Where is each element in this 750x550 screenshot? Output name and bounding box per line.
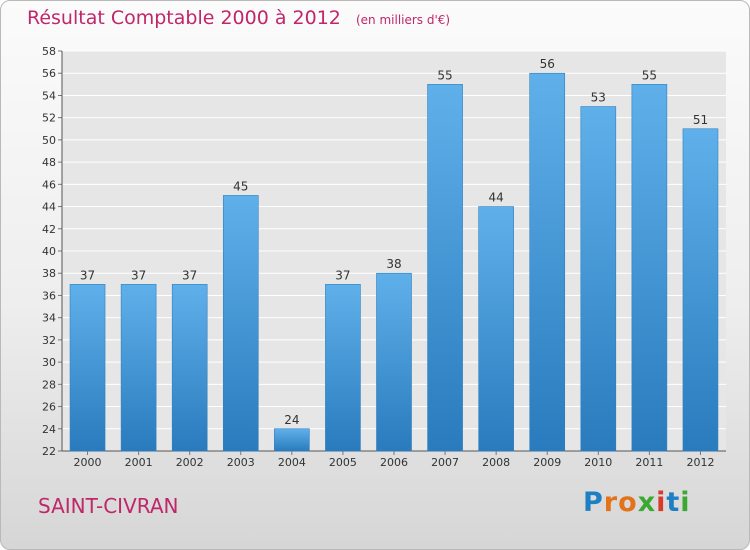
bar-value-label: 55 [437, 68, 452, 82]
x-tick-label: 2012 [686, 456, 714, 469]
y-tick-label: 50 [42, 134, 56, 147]
bar [682, 128, 719, 452]
bar-value-label: 45 [233, 179, 248, 193]
bar [69, 284, 106, 452]
bar-value-label: 44 [489, 191, 504, 205]
y-tick-label: 36 [42, 289, 56, 302]
x-tick-label: 2001 [125, 456, 153, 469]
y-tick-label: 42 [42, 223, 56, 236]
x-tick-label: 2002 [176, 456, 204, 469]
y-tick-label: 44 [42, 201, 56, 214]
x-tick-label: 2008 [482, 456, 510, 469]
bar-value-label: 37 [80, 268, 95, 282]
y-tick-label: 56 [42, 67, 56, 80]
bar-value-label: 51 [693, 113, 708, 127]
y-tick-label: 46 [42, 178, 56, 191]
y-tick-label: 38 [42, 267, 56, 280]
x-tick-label: 2010 [584, 456, 612, 469]
y-tick-label: 24 [42, 423, 56, 436]
bar [274, 428, 310, 452]
y-tick-label: 54 [42, 89, 56, 102]
x-tick-label: 2005 [329, 456, 357, 469]
bar-value-label: 53 [591, 91, 606, 105]
y-tick-label: 26 [42, 401, 56, 414]
bar-value-label: 37 [182, 268, 197, 282]
x-tick-label: 2011 [635, 456, 663, 469]
y-tick-label: 28 [42, 378, 56, 391]
y-tick-label: 52 [42, 112, 56, 125]
bar [171, 284, 208, 452]
logo-letter: o [618, 487, 638, 518]
x-tick-label: 2007 [431, 456, 459, 469]
bar [478, 206, 514, 452]
proxiti-logo: Proxiti [583, 487, 691, 518]
bar-value-label: 38 [386, 257, 401, 271]
bar-value-label: 56 [540, 57, 555, 71]
bar [120, 284, 157, 452]
bar-value-label: 24 [284, 413, 299, 427]
y-tick-label: 30 [42, 356, 56, 369]
y-tick-label: 48 [42, 156, 56, 169]
logo-letter: i [656, 487, 667, 518]
x-tick-label: 2004 [278, 456, 306, 469]
logo-letter: P [583, 487, 604, 518]
logo-letter: t [666, 487, 681, 518]
y-tick-label: 58 [42, 45, 56, 58]
bar [376, 272, 412, 452]
bar [427, 84, 463, 452]
bar-value-label: 37 [131, 268, 146, 282]
x-tick-label: 2003 [227, 456, 255, 469]
chart-title: Résultat Comptable 2000 à 2012 (en milli… [27, 7, 450, 29]
bar [325, 284, 361, 452]
logo-letter: r [603, 487, 619, 518]
logo-letter: i [680, 487, 691, 518]
x-tick-label: 2009 [533, 456, 561, 469]
x-tick-label: 2006 [380, 456, 408, 469]
y-tick-label: 32 [42, 334, 56, 347]
x-tick-label: 2000 [74, 456, 102, 469]
bar-value-label: 37 [335, 268, 350, 282]
bar [529, 72, 566, 452]
bar-value-label: 55 [642, 68, 657, 82]
chart-title-unit: (en milliers d'€) [355, 13, 451, 27]
logo-letter: x [637, 487, 657, 518]
y-tick-label: 34 [42, 312, 56, 325]
y-tick-label: 22 [42, 445, 56, 458]
bar [580, 106, 617, 452]
chart-title-main: Résultat Comptable 2000 à 2012 [27, 7, 341, 29]
bar [222, 195, 259, 452]
y-tick-label: 40 [42, 245, 56, 258]
bar [631, 84, 668, 452]
city-name: SAINT-CIVRAN [38, 494, 179, 518]
